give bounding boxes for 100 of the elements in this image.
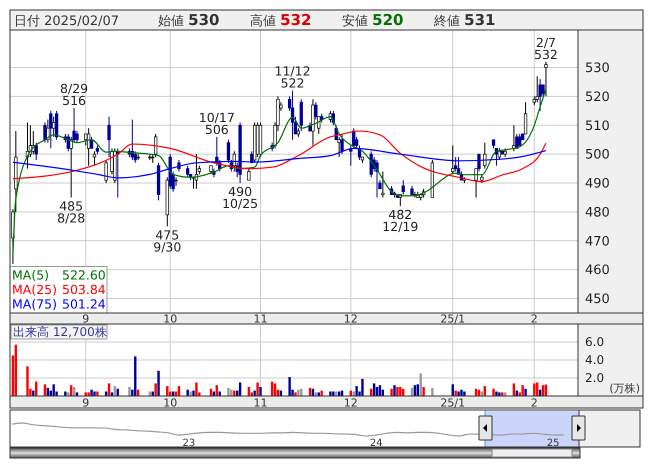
bar <box>340 390 344 396</box>
text: MA(75) 501.24 <box>12 296 106 312</box>
bar <box>128 387 131 396</box>
bar <box>416 384 419 396</box>
bar <box>329 392 332 396</box>
bar <box>280 390 282 396</box>
candlestick <box>54 110 58 140</box>
bar <box>218 392 221 396</box>
candlestick <box>247 168 250 181</box>
bar <box>90 390 93 396</box>
bar <box>402 388 404 396</box>
bar <box>399 387 402 396</box>
bar <box>212 392 216 396</box>
annotation: 485 8/28 <box>57 198 86 226</box>
text: 日付 2025/02/07 <box>14 14 120 29</box>
bar <box>52 384 55 396</box>
annotation: 2/7 532 <box>534 34 558 62</box>
x-tick-label: 25/1 <box>440 396 466 410</box>
y-tick-label: 500 <box>585 148 610 163</box>
bar <box>148 392 152 396</box>
x-tick-label: 10 <box>163 312 178 326</box>
candlestick <box>104 159 108 184</box>
y-tick-label: 520 <box>585 90 610 105</box>
candlestick <box>232 150 236 172</box>
candlestick <box>402 180 405 196</box>
x-tick-label: 12 <box>344 312 358 326</box>
candlestick <box>186 165 190 178</box>
bar <box>116 388 119 396</box>
bar <box>216 385 218 396</box>
bar <box>350 390 352 396</box>
candlestick <box>75 130 79 144</box>
candlestick <box>498 148 502 160</box>
y-tick-label: 490 <box>585 176 610 192</box>
bar <box>320 390 323 396</box>
text: 終値 531 <box>433 11 496 29</box>
bar <box>533 383 536 396</box>
x-tick-label: 23 <box>182 438 196 449</box>
candlestick <box>107 116 111 158</box>
bar <box>352 392 355 396</box>
bar <box>166 386 168 396</box>
bar <box>178 386 180 396</box>
bar <box>230 390 233 396</box>
y-tick-label: 4.0 <box>585 353 604 368</box>
bar <box>484 386 486 396</box>
candlestick <box>92 150 96 166</box>
bar <box>253 390 256 396</box>
bar <box>186 390 189 396</box>
bar <box>480 392 484 396</box>
annotation: 475 9/30 <box>153 227 182 254</box>
bar <box>422 387 425 396</box>
bar <box>538 390 542 396</box>
bar <box>355 386 358 396</box>
candlestick <box>518 133 522 146</box>
bar <box>521 385 524 396</box>
candlestick <box>338 136 341 158</box>
bar <box>238 382 242 396</box>
bar <box>195 382 198 396</box>
bar <box>338 392 340 396</box>
candlestick <box>454 156 458 172</box>
candlestick <box>451 145 454 175</box>
bar <box>14 344 18 396</box>
bar <box>297 390 300 396</box>
y-tick-label: 510 <box>585 118 610 134</box>
bar <box>378 385 382 396</box>
candlestick <box>52 116 56 138</box>
bar <box>414 385 416 396</box>
bar <box>152 392 154 396</box>
bar <box>256 382 259 396</box>
bar <box>300 388 302 396</box>
bar <box>70 385 72 396</box>
text: 始値 530 <box>158 11 220 29</box>
x-tick-label: 10 <box>163 396 178 410</box>
bar <box>516 390 518 396</box>
candlestick <box>538 78 542 112</box>
candlestick <box>524 102 528 134</box>
x-tick-label: 11 <box>254 396 268 410</box>
bar <box>64 392 67 396</box>
y-tick-label: 480 <box>585 205 610 220</box>
bar <box>288 377 291 396</box>
candlestick <box>544 61 548 97</box>
line-series <box>12 148 547 178</box>
bar <box>536 382 538 396</box>
bar <box>136 390 140 396</box>
bar <box>512 383 516 396</box>
bar <box>390 388 393 396</box>
bar <box>431 388 434 396</box>
bar <box>172 392 174 396</box>
candlestick <box>314 102 318 120</box>
annotation: 8/29 516 <box>60 80 88 108</box>
bar <box>474 388 478 396</box>
bar <box>274 383 276 396</box>
bar <box>154 383 157 396</box>
y-tick-label: 450 <box>585 292 610 308</box>
bar <box>495 392 498 396</box>
annotation: 482 12/19 <box>382 207 418 234</box>
x-tick-label: 24 <box>370 438 383 449</box>
bar <box>524 388 527 396</box>
bar <box>270 382 274 396</box>
x-tick-label: 25/1 <box>440 312 466 326</box>
y-tick-label: 530 <box>585 61 610 76</box>
